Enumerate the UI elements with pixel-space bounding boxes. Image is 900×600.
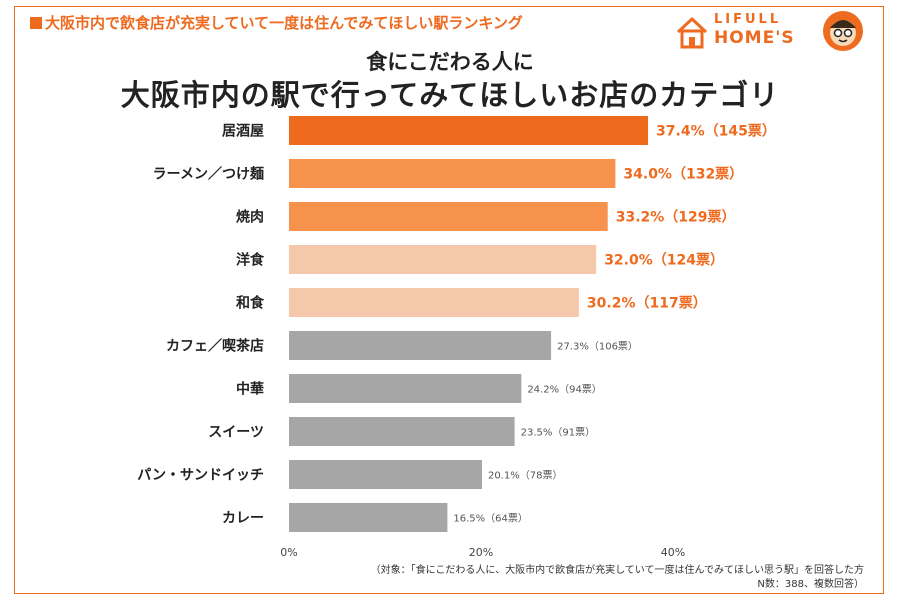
category-label: 焼肉 bbox=[236, 209, 264, 226]
category-label: 居酒屋 bbox=[222, 124, 264, 140]
category-label: パン・サンドイッチ bbox=[137, 468, 264, 484]
category-label: スイーツ bbox=[208, 425, 264, 441]
header-tag: 大阪市内で飲食店が充実していて一度は住んでみてほしい駅ランキング bbox=[30, 12, 523, 33]
footnote-line1: （対象：「食にこだわる人に、大阪市内で飲食店が充実していて一度は住んでみてほしい… bbox=[370, 565, 864, 576]
x-tick-label: 0% bbox=[280, 546, 297, 559]
bar bbox=[289, 460, 482, 489]
chart-title: 大阪市内の駅で行ってみてほしいお店のカテゴリ bbox=[120, 78, 780, 112]
x-tick-label: 40% bbox=[661, 546, 685, 559]
data-label: 33.2%（129票） bbox=[616, 210, 736, 226]
chart-subtitle: 食にこだわる人に bbox=[366, 50, 534, 74]
bar bbox=[289, 245, 597, 274]
data-label: 20.1%（78票） bbox=[488, 470, 562, 482]
category-label: 和食 bbox=[236, 295, 265, 312]
data-label: 37.4%（145票） bbox=[656, 124, 776, 140]
bar bbox=[289, 159, 616, 188]
bar bbox=[289, 116, 649, 145]
lifull-homes-logo: LIFULL HOME'S bbox=[672, 8, 872, 54]
category-label: ラーメン／つけ麺 bbox=[153, 166, 264, 183]
data-label: 30.2%（117票） bbox=[587, 296, 707, 312]
bar bbox=[289, 288, 579, 317]
data-label: 24.2%（94票） bbox=[527, 384, 602, 396]
data-label: 34.0%（132票） bbox=[623, 167, 743, 183]
logo-line1: LIFULL bbox=[714, 12, 782, 27]
category-label: 洋食 bbox=[236, 252, 265, 269]
category-label: カフェ／喫茶店 bbox=[166, 338, 264, 355]
header-square-icon bbox=[30, 17, 42, 29]
data-label: 23.5%（91票） bbox=[521, 427, 596, 439]
footnote: （対象：「食にこだわる人に、大阪市内で飲食店が充実していて一度は住んでみてほしい… bbox=[371, 564, 864, 592]
mascot-icon bbox=[823, 11, 863, 51]
category-label: カレー bbox=[222, 511, 264, 527]
data-label: 27.3%（106票） bbox=[557, 341, 638, 353]
data-label: 16.5%（64票） bbox=[453, 513, 528, 525]
category-label: 中華 bbox=[236, 381, 264, 398]
bar bbox=[289, 503, 448, 532]
data-label: 32.0%（124票） bbox=[604, 253, 724, 269]
x-tick-label: 20% bbox=[469, 546, 493, 559]
header-tag-text: 大阪市内で飲食店が充実していて一度は住んでみてほしい駅ランキング bbox=[45, 14, 523, 32]
logo-line2: HOME'S bbox=[714, 28, 795, 48]
footnote-line2: N数：388、複数回答） bbox=[757, 579, 864, 590]
house-icon bbox=[676, 17, 708, 49]
bar bbox=[289, 374, 522, 403]
bar bbox=[289, 417, 515, 446]
bar bbox=[289, 202, 608, 231]
bar bbox=[289, 331, 552, 360]
